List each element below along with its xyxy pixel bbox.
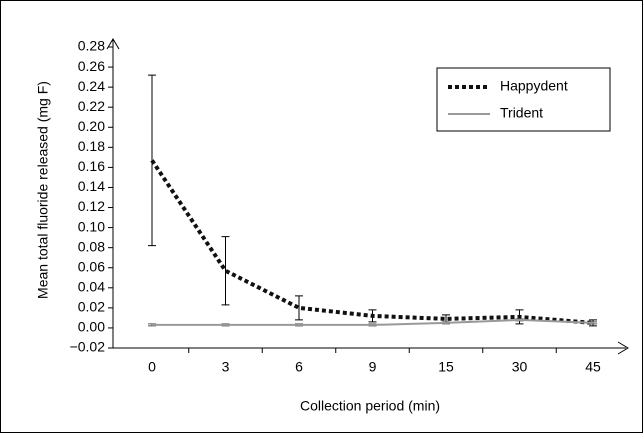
x-tick-label: 6 (295, 359, 303, 375)
x-axis-label: Collection period (min) (300, 398, 440, 414)
y-tick-label: 0.10 (78, 218, 105, 234)
x-tick-label: 0 (148, 359, 156, 375)
y-tick-label: 0.24 (78, 78, 105, 94)
x-axis-arrow (617, 341, 629, 355)
y-tick-label: −0.02 (70, 339, 106, 355)
y-tick-label: 0.22 (78, 98, 105, 114)
y-tick-label: 0.04 (78, 279, 105, 295)
y-tick-label: 0.06 (78, 258, 105, 274)
error-bar (221, 236, 230, 306)
x-tick-label: 45 (585, 359, 601, 375)
legend-label: Happydent (500, 78, 568, 94)
y-axis-label: Mean total fluoride released (mg F) (35, 81, 51, 299)
x-tick-label: 15 (438, 359, 454, 375)
y-tick-label: 0.12 (78, 198, 105, 214)
y-tick-label: 0.20 (78, 118, 105, 134)
y-axis-arrow (106, 38, 120, 50)
y-tick-label: 0.28 (78, 38, 105, 54)
x-tick-label: 3 (222, 359, 230, 375)
error-bar (295, 295, 303, 321)
legend-box (436, 67, 611, 132)
y-tick-label: 0.18 (78, 138, 105, 154)
x-tick-label: 9 (369, 359, 377, 375)
series-line (152, 318, 594, 326)
x-tick-label: 30 (512, 359, 528, 375)
error-bar (148, 74, 156, 247)
y-tick-label: 0.14 (78, 178, 105, 194)
legend-label: Trident (500, 105, 543, 121)
y-tick-label: 0.00 (78, 319, 105, 335)
y-tick-label: 0.26 (78, 58, 105, 74)
series-line (150, 159, 594, 325)
y-tick-label: 0.16 (78, 158, 105, 174)
y-tick-label: 0.02 (78, 299, 105, 315)
y-tick-label: 0.08 (78, 238, 105, 254)
